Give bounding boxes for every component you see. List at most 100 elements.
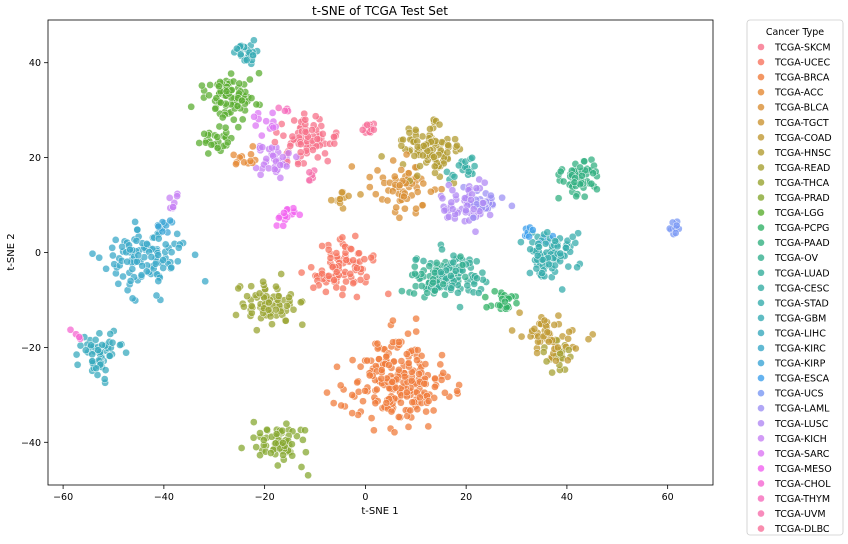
scatter-point-tcga-luad [419, 257, 428, 265]
scatter-point-tcga-brca [415, 393, 424, 402]
scatter-point-tcga-brca [406, 406, 415, 415]
legend-item-label: TCGA-SKCM [774, 43, 831, 54]
legend-item-label: TCGA-PCPG [774, 223, 829, 234]
scatter-point-tcga-kirc [119, 272, 127, 281]
scatter-point-tcga-ucec [346, 270, 355, 278]
scatter-point-tcga-brca [387, 407, 396, 416]
legend-item-label: TCGA-CESC [774, 283, 830, 294]
scatter-point-tcga-sarc [262, 117, 271, 126]
scatter-point-tcga-brca [336, 381, 345, 390]
scatter-point-tcga-kirc [126, 245, 134, 254]
scatter-point-tcga-kirc [167, 263, 176, 272]
x-tick-label: −60 [53, 492, 73, 503]
scatter-point-tcga-luad [478, 268, 487, 277]
scatter-point-tcga-brca [402, 350, 411, 358]
scatter-point-tcga-lgg [227, 69, 235, 78]
scatter-point-tcga-brca [453, 387, 461, 395]
legend: Cancer Type TCGA-SKCM TCGA-UCEC TCGA-BRCA T… [746, 19, 844, 536]
scatter-point-tcga-thca [247, 302, 256, 310]
scatter-point-tcga-brca [329, 399, 338, 407]
scatter-point-tcga-kirc [173, 257, 182, 266]
scatter-point-tcga-kirc [109, 251, 117, 260]
scatter-point-tcga-thca [298, 320, 307, 329]
scatter-point-tcga-brca [404, 423, 413, 431]
scatter-point-tcga-prad [272, 430, 281, 438]
scatter-point-tcga-lusc [447, 198, 456, 207]
scatter-point-tcga-skcm [330, 139, 339, 148]
scatter-point-tcga-thca [274, 292, 283, 301]
scatter-point-tcga-ucec [324, 245, 333, 254]
scatter-point-tcga-meso [272, 221, 281, 230]
scatter-point-tcga-luad [446, 272, 455, 280]
legend-item-label: TCGA-CHOL [774, 479, 831, 490]
scatter-point-tcga-prad [282, 419, 291, 428]
scatter-point-tcga-kirc [174, 243, 183, 252]
legend-item-label: TCGA-KIRP [774, 359, 826, 370]
scatter-point-tcga-lgg [200, 130, 209, 138]
scatter-point-tcga-hnsc [451, 135, 459, 144]
scatter-point-tcga-brca [373, 339, 382, 348]
scatter-point-tcga-stad [551, 237, 560, 245]
scatter-point-tcga-blca [402, 150, 411, 159]
scatter-point-tcga-lgg [252, 100, 261, 109]
scatter-point-tcga-hnsc [419, 142, 428, 150]
scatter-point-tcga-coad [515, 308, 524, 317]
scatter-point-tcga-thym [274, 104, 283, 112]
scatter-point-tcga-hnsc [453, 141, 461, 150]
scatter-point-tcga-meso [279, 221, 288, 230]
scatter-point-tcga-blca [437, 185, 446, 194]
scatter-point-tcga-lgg [223, 138, 232, 147]
scatter-point-tcga-brca [365, 371, 374, 380]
y-axis-ticks: −40 −20 0 20 40 [21, 58, 48, 449]
legend-marker [757, 480, 765, 487]
legend-marker [757, 450, 765, 457]
legend-marker [757, 329, 765, 337]
scatter-point-tcga-thca [264, 298, 273, 307]
scatter-point-tcga-stad [564, 262, 573, 271]
scatter-point-tcga-brca [353, 378, 362, 387]
scatter-point-tcga-kirp [154, 222, 163, 231]
scatter-point-tcga-prad [297, 463, 306, 471]
scatter-point-tcga-lusc [448, 186, 457, 195]
legend-item-label: TCGA-LIHC [774, 328, 826, 339]
scatter-point-tcga-ov [461, 273, 470, 281]
scatter-point-tcga-coad [565, 327, 574, 336]
scatter-point-tcga-read [539, 348, 548, 356]
scatter-point-tcga-kirc [133, 225, 142, 234]
scatter-point-tcga-hnsc [444, 141, 453, 150]
scatter-point-tcga-sarc [269, 123, 278, 132]
scatter-point-tcga-blca [418, 201, 427, 210]
scatter-point-tcga-ucec [318, 242, 326, 250]
scatter-point-tcga-prad [279, 451, 287, 459]
legend-marker [757, 239, 765, 246]
scatter-point-tcga-coad [553, 343, 562, 352]
scatter-point-tcga-luad [454, 288, 462, 297]
scatter-point-tcga-brca [356, 362, 365, 371]
scatter-point-tcga-coad [540, 316, 549, 325]
scatter-point-tcga-prad [293, 432, 301, 440]
legend-item-label: TCGA-BLCA [774, 103, 829, 114]
scatter-point-tcga-brca [439, 369, 448, 377]
scatter-point-tcga-coad [533, 349, 541, 357]
legend-item-label: TCGA-SARC [774, 449, 830, 460]
scatter-point-tcga-sarc [251, 121, 260, 130]
legend-marker [757, 525, 765, 532]
scatter-point-tcga-brca [421, 360, 430, 368]
scatter-point-tcga-laml [498, 193, 506, 202]
scatter-point-tcga-meso [280, 208, 288, 217]
scatter-point-tcga-gbm [249, 51, 257, 60]
legend-marker [757, 284, 765, 292]
scatter-point-tcga-skcm [301, 115, 310, 124]
scatter-point-tcga-lgg [255, 69, 263, 78]
scatter-point-tcga-lihc [98, 341, 106, 349]
scatter-point-tcga-brca [385, 361, 393, 369]
scatter-point-tcga-lgg [187, 102, 196, 111]
scatter-point-tcga-ov [441, 290, 449, 299]
legend-item-label: TCGA-ESCA [774, 374, 830, 385]
scatter-point-tcga-prad [288, 451, 297, 460]
legend-item-label: TCGA-COAD [774, 133, 832, 144]
scatter-point-tcga-lusc [448, 205, 457, 213]
scatter-point-tcga-skcm [318, 130, 327, 138]
scatter-point-tcga-hnsc [431, 169, 439, 177]
